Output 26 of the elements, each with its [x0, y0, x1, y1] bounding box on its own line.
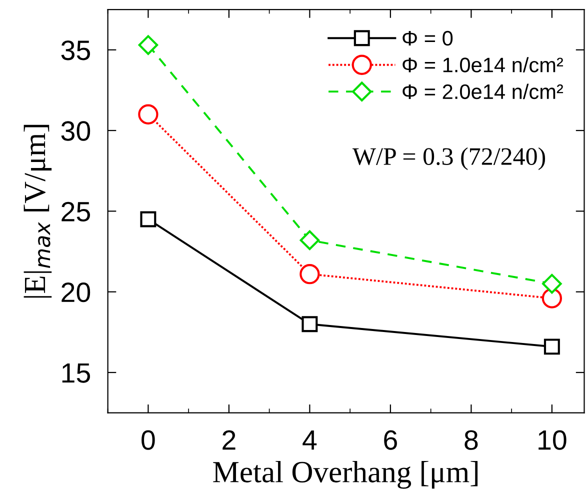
legend-label: Φ = 0 — [402, 30, 453, 46]
point — [140, 211, 156, 228]
y-tick-label: 20 — [62, 282, 90, 302]
point — [542, 288, 562, 308]
y-tick-label: 35 — [61, 40, 90, 60]
x-axis-title: Metal Overhang [μm] — [213, 460, 478, 489]
x-tick-label: 2 — [222, 430, 236, 450]
annotation: W/P = 0.3 (72/240) — [352, 147, 546, 170]
y-axis-title: |E|$_{max}$ [V/μm] — [24, 124, 52, 298]
point — [302, 316, 318, 332]
point — [542, 274, 562, 294]
y-tick-label: 15 — [62, 363, 90, 383]
point — [300, 264, 320, 284]
point — [300, 230, 320, 250]
x-tick-label: 10 — [538, 430, 566, 450]
x-tick-label: 6 — [384, 430, 397, 450]
point — [544, 338, 560, 355]
x-tick-label: 4 — [302, 430, 317, 450]
legend-label: Φ = 1.0e14 n/cm² — [402, 57, 564, 72]
point — [138, 104, 158, 124]
y-tick-label: 30 — [61, 121, 90, 141]
legend-label: Φ = 2.0e14 n/cm² — [402, 84, 564, 100]
x-tick-label: 0 — [142, 430, 155, 450]
y-tick-label: 25 — [62, 202, 90, 222]
x-tick-label: 8 — [464, 430, 478, 450]
point — [138, 35, 158, 55]
